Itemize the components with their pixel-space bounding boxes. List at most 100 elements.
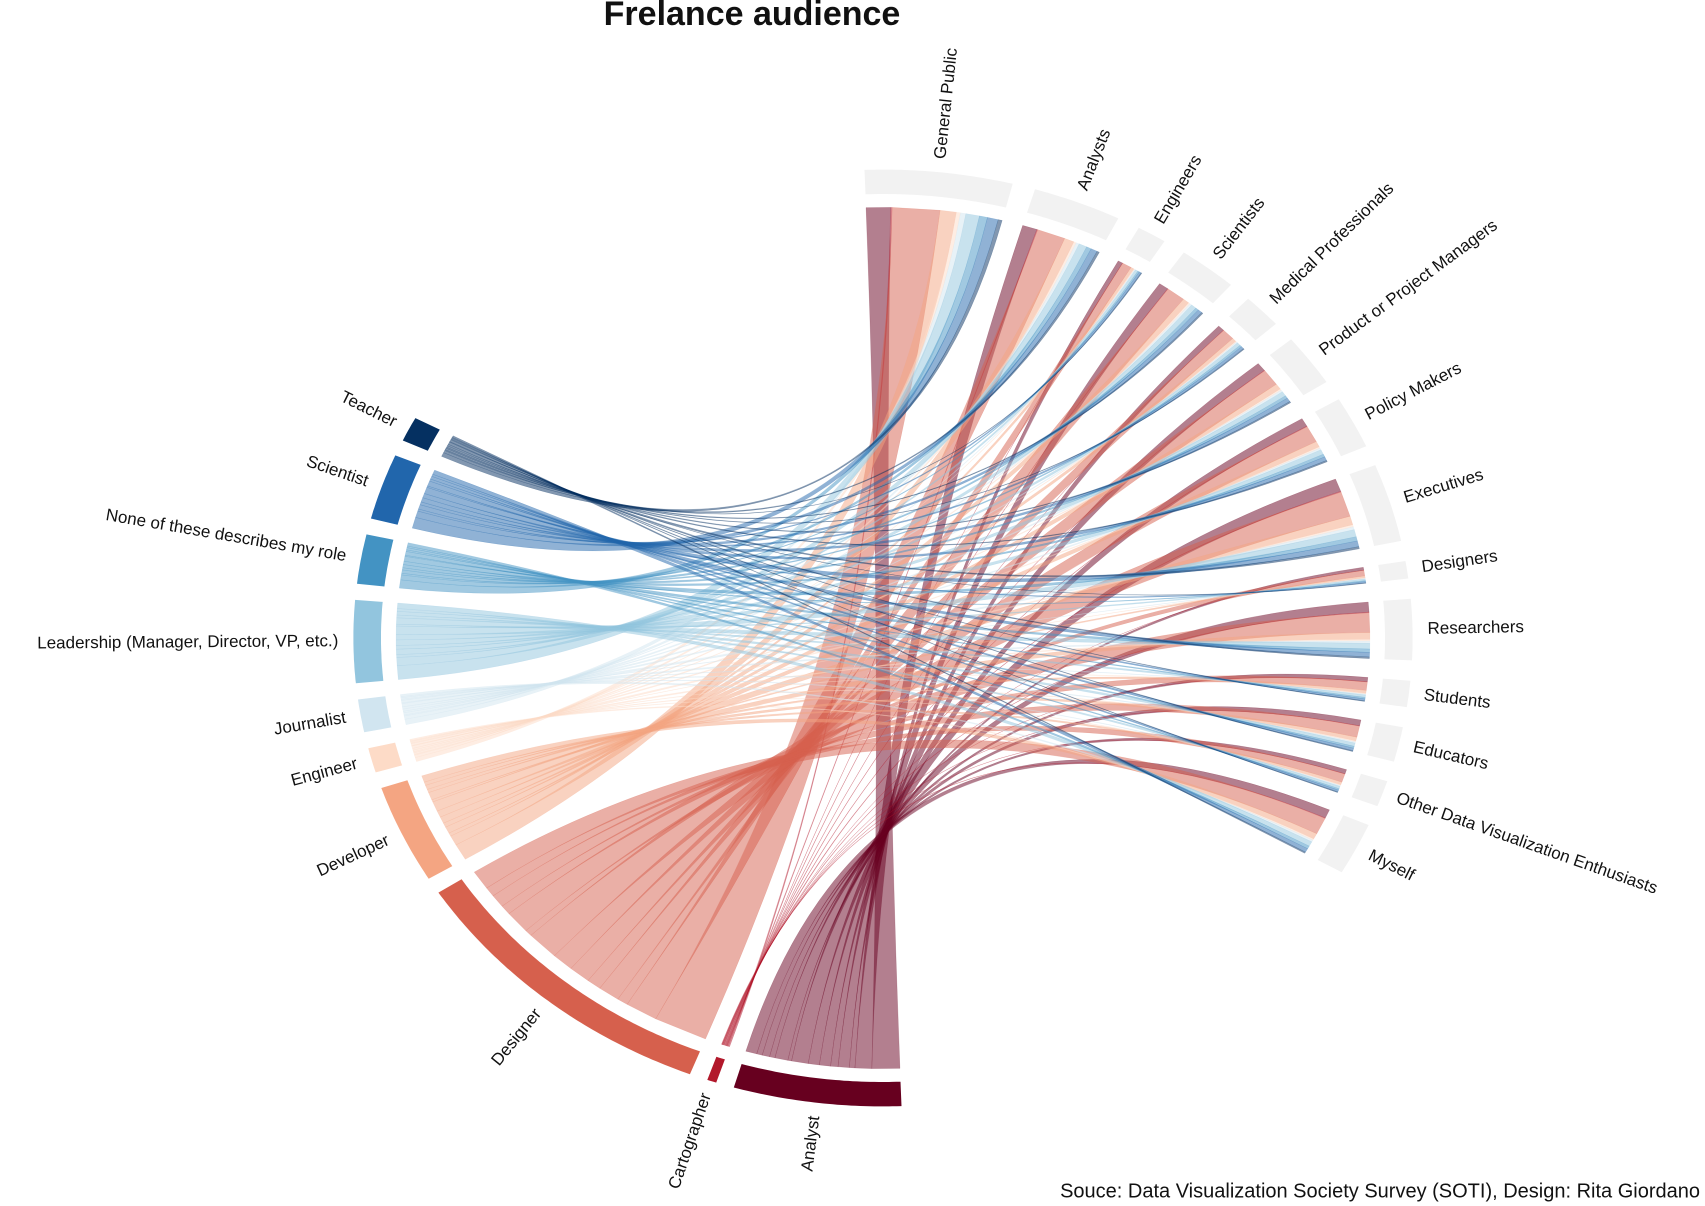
role-arc	[357, 534, 394, 587]
ribbon	[395, 304, 1197, 655]
ribbon	[444, 272, 1143, 515]
ribbon	[448, 267, 1135, 837]
ribbon	[402, 389, 1283, 712]
ribbon	[425, 697, 1358, 790]
ribbon	[726, 262, 1124, 1047]
ribbon	[410, 673, 1367, 744]
ribbon	[400, 667, 1367, 701]
ribbon	[413, 268, 1135, 756]
chart-title: Frelance audience	[604, 0, 901, 33]
role-label: Developer	[314, 830, 393, 880]
ribbon	[403, 303, 1193, 716]
ribbon	[429, 478, 1366, 702]
ribbon	[432, 515, 1354, 812]
ribbon	[432, 469, 1309, 853]
audience-label: Executives	[1401, 465, 1485, 507]
ribbon	[396, 614, 1366, 698]
role-arc	[358, 696, 392, 733]
audience-arc	[1269, 339, 1327, 396]
audience-arc	[1317, 815, 1369, 873]
ribbons	[395, 207, 1371, 1069]
ribbon	[410, 639, 1371, 746]
audience-label: Myself	[1365, 846, 1418, 885]
ribbon	[431, 575, 1366, 803]
ribbon	[727, 207, 893, 1048]
audience-label: Educators	[1411, 737, 1490, 773]
ribbon	[401, 270, 1140, 585]
audience-arc	[1125, 227, 1165, 262]
audience-label: Students	[1423, 685, 1492, 712]
ribbon	[721, 739, 1346, 1045]
ribbon	[401, 344, 1242, 584]
ribbon	[449, 439, 1370, 659]
ribbon	[722, 677, 1368, 1046]
role-label: Designer	[487, 1004, 545, 1069]
role-arc	[438, 879, 700, 1075]
ribbon	[724, 425, 1308, 1046]
ribbon	[725, 369, 1266, 1047]
ribbon	[430, 475, 1355, 751]
ribbon	[404, 554, 1366, 605]
audience-label: Researchers	[1427, 617, 1524, 638]
ribbon	[418, 309, 1203, 546]
audience-arc	[1027, 189, 1119, 241]
ribbon	[401, 578, 1366, 704]
ribbon	[405, 549, 1366, 700]
ribbon	[428, 632, 1371, 801]
ribbon	[449, 441, 1367, 596]
ribbon	[400, 640, 1371, 704]
ribbon	[444, 312, 1204, 520]
role-label: Engineer	[289, 754, 360, 790]
source-note: Souce: Data Visualization Society Survey…	[1060, 1180, 1700, 1202]
role-label: Teacher	[338, 387, 401, 431]
ribbon	[414, 211, 961, 762]
ribbon	[451, 436, 1339, 793]
ribbon	[450, 437, 1354, 752]
role-label: None of these describes my role	[104, 505, 348, 565]
ribbon	[417, 271, 1142, 545]
ribbon	[396, 602, 1313, 847]
ribbon	[722, 611, 1370, 1046]
ribbon	[446, 401, 1292, 533]
ribbon	[413, 302, 1191, 755]
audience-arc	[1229, 298, 1276, 341]
ribbon	[443, 250, 1100, 513]
ribbon	[439, 383, 1281, 824]
role-arc	[402, 418, 440, 451]
role-label: Leadership (Manager, Director, VP, etc.)	[37, 631, 338, 652]
role-arc	[381, 780, 453, 879]
ribbon	[723, 569, 1365, 1046]
audience-arc	[1349, 465, 1402, 546]
role-label: Journalist	[272, 708, 347, 739]
audience-label: Other Data Visualization Enthusiasts	[1394, 788, 1660, 898]
ribbon	[401, 526, 1355, 708]
audience-arc	[864, 169, 1013, 208]
ribbon	[725, 329, 1225, 1047]
ribbon	[446, 443, 1328, 547]
audience-label: General Public	[930, 46, 961, 159]
ribbon	[404, 551, 1371, 653]
ribbon	[745, 759, 1330, 1055]
audience-arc	[1383, 598, 1413, 661]
audience-label: Scientists	[1209, 194, 1269, 263]
ribbon	[451, 435, 1306, 854]
audience-label: Policy Makers	[1362, 358, 1465, 424]
audience-label: Medical Professionals	[1266, 179, 1398, 308]
ribbon	[396, 617, 1371, 650]
ribbon	[396, 608, 1341, 790]
ribbon	[396, 611, 1356, 747]
ribbon	[406, 545, 1340, 791]
audience-label: Analysts	[1073, 126, 1114, 193]
ribbon	[721, 710, 1361, 1045]
audience-arc	[1314, 399, 1367, 457]
ribbon	[420, 397, 1291, 552]
ribbon	[409, 705, 1315, 841]
ribbon	[400, 246, 1092, 588]
audience-arc	[1168, 252, 1231, 304]
ribbon	[395, 391, 1286, 646]
ribbon	[396, 269, 1139, 658]
role-label: Scientist	[304, 452, 371, 491]
ribbon	[441, 219, 1003, 512]
audience-arc	[1351, 773, 1388, 807]
